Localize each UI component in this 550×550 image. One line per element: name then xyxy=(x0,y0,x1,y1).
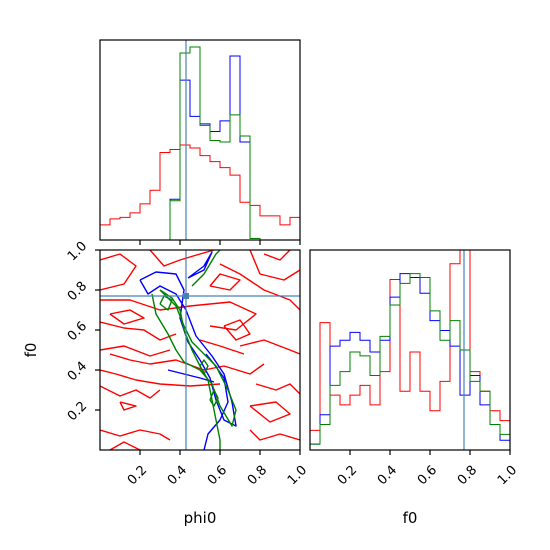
contour-red-line-18 xyxy=(249,429,300,441)
contour-x-tick-label-1: 0.4 xyxy=(165,463,190,488)
contour-y-tick-label-2: 0.6 xyxy=(65,319,90,344)
histogram-f0-green-series xyxy=(310,273,510,445)
contour-red-line-1 xyxy=(149,250,215,267)
contour-red-line-20 xyxy=(209,273,241,291)
contour-y-tick-label-4: 1.0 xyxy=(65,239,90,264)
contour-x-tick-label-3: 0.8 xyxy=(245,463,270,488)
contour-x-tick-label-0: 0.2 xyxy=(125,463,150,488)
contour-red-line-17 xyxy=(109,441,141,450)
contour-red-line-15 xyxy=(249,401,291,423)
truth-marker xyxy=(183,293,189,299)
y-axis-label-f0: f0 xyxy=(22,343,40,358)
histogram-phi0-panel xyxy=(99,39,301,245)
contour-red-line-9 xyxy=(100,345,171,357)
contour-red-line-2 xyxy=(100,299,257,331)
contour-y-tick-label-3: 0.8 xyxy=(65,279,90,304)
histogram-phi0-red-series xyxy=(100,144,300,226)
histogram-f0-x-tick-label-3: 0.8 xyxy=(455,463,480,488)
histogram-f0-panel: 0.2 0.4 0.6 0.8 1.0 xyxy=(309,249,520,488)
contour-red-line-5 xyxy=(100,321,177,341)
histogram-f0-plot-area xyxy=(310,250,510,450)
contour-red-line-4 xyxy=(219,263,300,311)
contour-red-line-11 xyxy=(100,369,221,387)
contour-green-line-2 xyxy=(191,250,221,287)
x-axis-label-f0: f0 xyxy=(403,509,418,527)
contour-blue-line-3 xyxy=(167,369,215,383)
contour-blue-line-1 xyxy=(187,251,213,279)
contour-green-line-5 xyxy=(159,295,173,311)
contour-red-line-14 xyxy=(255,383,300,395)
contour-red-line-16 xyxy=(100,429,171,441)
contour-green-line-3 xyxy=(199,359,209,375)
contour-green-line-4 xyxy=(209,389,219,407)
histogram-phi0-frame xyxy=(99,39,301,241)
histogram-f0-x-tick-label-0: 0.2 xyxy=(335,463,360,488)
contour-x-tick-label-4: 1.0 xyxy=(285,463,310,488)
contour-red-line-12 xyxy=(100,385,161,399)
contour-red-line-8 xyxy=(239,339,300,355)
histogram-f0-x-tick-label-2: 0.6 xyxy=(415,463,440,488)
x-axis-label-phi0: phi0 xyxy=(184,509,217,527)
contour-red-line-21 xyxy=(263,250,291,261)
contour-plot-area xyxy=(100,250,300,450)
contour-red-line-0 xyxy=(100,253,137,291)
contour-frame xyxy=(99,249,301,451)
contour-red-line-3 xyxy=(249,250,300,281)
histogram-f0-x-tick-label-1: 0.4 xyxy=(375,463,400,488)
contour-red-line-13 xyxy=(119,401,137,411)
contour-red-line-19 xyxy=(199,339,245,355)
contour-phi0-f0-panel: 0.2 0.4 0.6 0.8 1.0 0.2 0.4 0.6 0.8 1.0 xyxy=(65,239,310,488)
contour-y-tick-label-0: 0.2 xyxy=(65,399,90,424)
contour-x-tick-label-2: 0.6 xyxy=(205,463,230,488)
histogram-f0-x-tick-label-4: 1.0 xyxy=(495,463,520,488)
contour-y-tick-label-1: 0.4 xyxy=(65,359,90,384)
contour-red-line-6 xyxy=(109,309,145,325)
contour-red-line-7 xyxy=(223,319,251,341)
histogram-phi0-green-series xyxy=(100,46,300,241)
contour-green-line-1 xyxy=(151,289,237,427)
histogram-f0-frame xyxy=(309,249,511,451)
histogram-f0-red-series xyxy=(310,250,510,431)
